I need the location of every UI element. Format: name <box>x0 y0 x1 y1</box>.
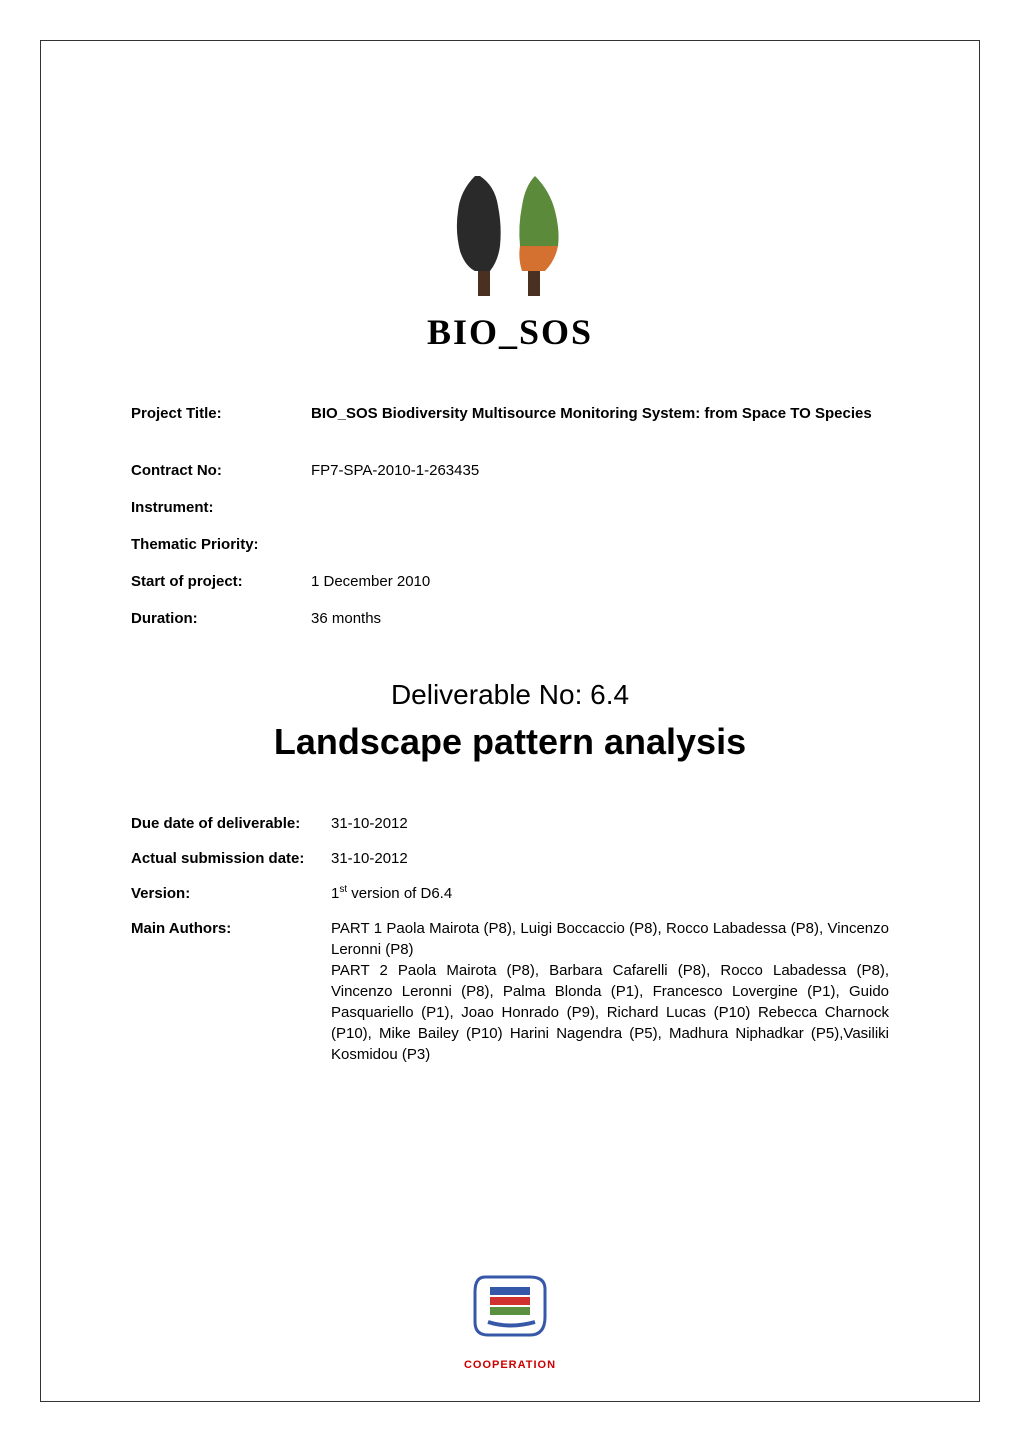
info-row-contract: Contract No: FP7-SPA-2010-1-263435 <box>131 460 889 481</box>
bio-sos-logo: BIO_SOS <box>427 161 593 353</box>
details-row-version: Version: 1st version of D6.4 <box>131 883 889 904</box>
project-title-value: BIO_SOS Biodiversity Multisource Monitor… <box>311 403 889 424</box>
authors-label: Main Authors: <box>131 918 331 1065</box>
project-info-table: Project Title: BIO_SOS Biodiversity Mult… <box>131 403 889 629</box>
instrument-value <box>311 497 889 518</box>
info-row-start: Start of project: 1 December 2010 <box>131 571 889 592</box>
info-row-duration: Duration: 36 months <box>131 608 889 629</box>
contract-value: FP7-SPA-2010-1-263435 <box>311 460 889 481</box>
info-row-instrument: Instrument: <box>131 497 889 518</box>
info-row-priority: Thematic Priority: <box>131 534 889 555</box>
logo-container: BIO_SOS <box>131 161 889 353</box>
submission-value: 31-10-2012 <box>331 848 889 869</box>
page-border: BIO_SOS Project Title: BIO_SOS Biodivers… <box>40 40 980 1402</box>
info-row-title: Project Title: BIO_SOS Biodiversity Mult… <box>131 403 889 424</box>
contract-label: Contract No: <box>131 460 311 481</box>
cooperation-text: COOPERATION <box>460 1359 560 1371</box>
details-row-due: Due date of deliverable: 31-10-2012 <box>131 813 889 834</box>
duration-value: 36 months <box>311 608 889 629</box>
start-value: 1 December 2010 <box>311 571 889 592</box>
project-title-label: Project Title: <box>131 403 311 424</box>
details-table: Due date of deliverable: 31-10-2012 Actu… <box>131 813 889 1065</box>
start-label: Start of project: <box>131 571 311 592</box>
duration-label: Duration: <box>131 608 311 629</box>
logo-text: BIO_SOS <box>427 311 593 353</box>
tree-icon <box>440 161 580 301</box>
authors-value: PART 1 Paola Mairota (P8), Luigi Boccacc… <box>331 918 889 1065</box>
version-value: 1st version of D6.4 <box>331 883 889 904</box>
priority-label: Thematic Priority: <box>131 534 311 555</box>
due-date-label: Due date of deliverable: <box>131 813 331 834</box>
submission-label: Actual submission date: <box>131 848 331 869</box>
details-row-authors: Main Authors: PART 1 Paola Mairota (P8),… <box>131 918 889 1065</box>
priority-value <box>311 534 889 555</box>
deliverable-title: Landscape pattern analysis <box>131 721 889 763</box>
footer-logo: COOPERATION <box>460 1267 560 1371</box>
instrument-label: Instrument: <box>131 497 311 518</box>
fp7-logo-icon <box>460 1267 560 1357</box>
deliverable-number: Deliverable No: 6.4 <box>131 679 889 711</box>
version-label: Version: <box>131 883 331 904</box>
details-row-submission: Actual submission date: 31-10-2012 <box>131 848 889 869</box>
due-date-value: 31-10-2012 <box>331 813 889 834</box>
